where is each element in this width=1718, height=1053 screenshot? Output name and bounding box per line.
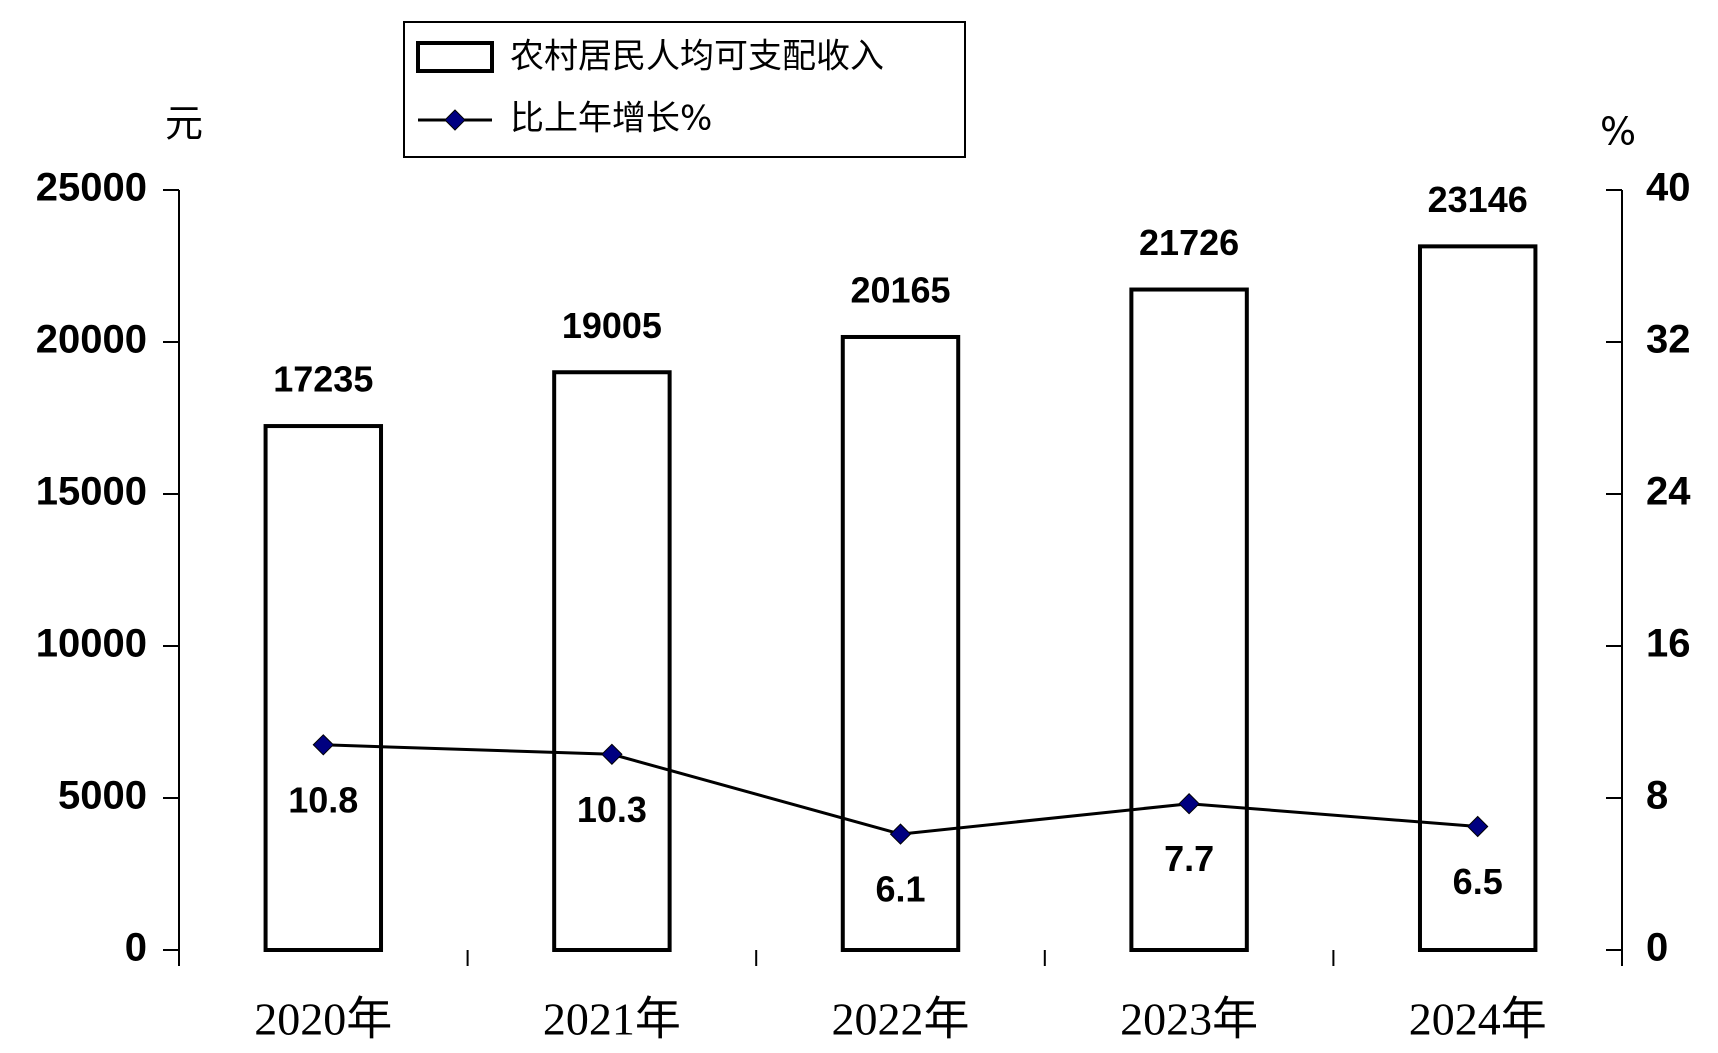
data-label: 10.3 [577,789,647,830]
legend-bar-swatch [416,41,494,73]
y-tick-label: 5000 [58,774,147,818]
x-tick-label: 2022年 [832,994,970,1045]
y-tick-label: 25000 [36,166,147,210]
y-tick-label: 15000 [36,470,147,514]
y2-tick-label: 32 [1646,318,1691,362]
bar [263,424,384,952]
x-tick-label: 2024年 [1409,994,1547,1045]
data-label: 7.7 [1164,838,1214,879]
x-tick-label: 2020年 [254,994,392,1045]
marker [312,734,335,756]
y-unit: 元 [165,102,203,146]
legend-label: 农村居民人均可支配收入 [510,37,884,77]
x-tick-label: 2023年 [1120,994,1258,1045]
y-tick-label: 20000 [36,318,147,362]
y2-tick-label: 0 [1646,926,1668,970]
data-label: 20165 [850,269,950,310]
legend-marker [444,109,466,131]
marker [1466,815,1489,838]
data-label: 6.5 [1453,861,1503,902]
y2-unit: % [1600,110,1636,154]
legend-label: 比上年增长% [510,99,712,139]
y2-tick-label: 8 [1646,774,1668,818]
legend-box [403,21,966,158]
marker [889,823,912,845]
data-label: 10.8 [288,779,358,820]
bar [1417,244,1538,953]
data-label: 23146 [1428,179,1528,220]
bar [840,334,961,952]
y2-tick-label: 16 [1646,622,1691,666]
y-tick-label: 10000 [36,622,147,666]
data-label: 6.1 [875,869,925,910]
bar [1129,287,1249,952]
marker [1178,792,1200,815]
x-tick-label: 2021年 [543,994,681,1045]
data-label: 21726 [1139,222,1239,263]
data-label: 17235 [273,359,373,400]
bar [552,370,672,952]
y-tick-label: 0 [125,926,147,970]
data-label: 19005 [562,305,662,346]
marker [601,743,623,766]
y2-tick-label: 24 [1646,470,1691,514]
y2-tick-label: 40 [1646,166,1691,210]
